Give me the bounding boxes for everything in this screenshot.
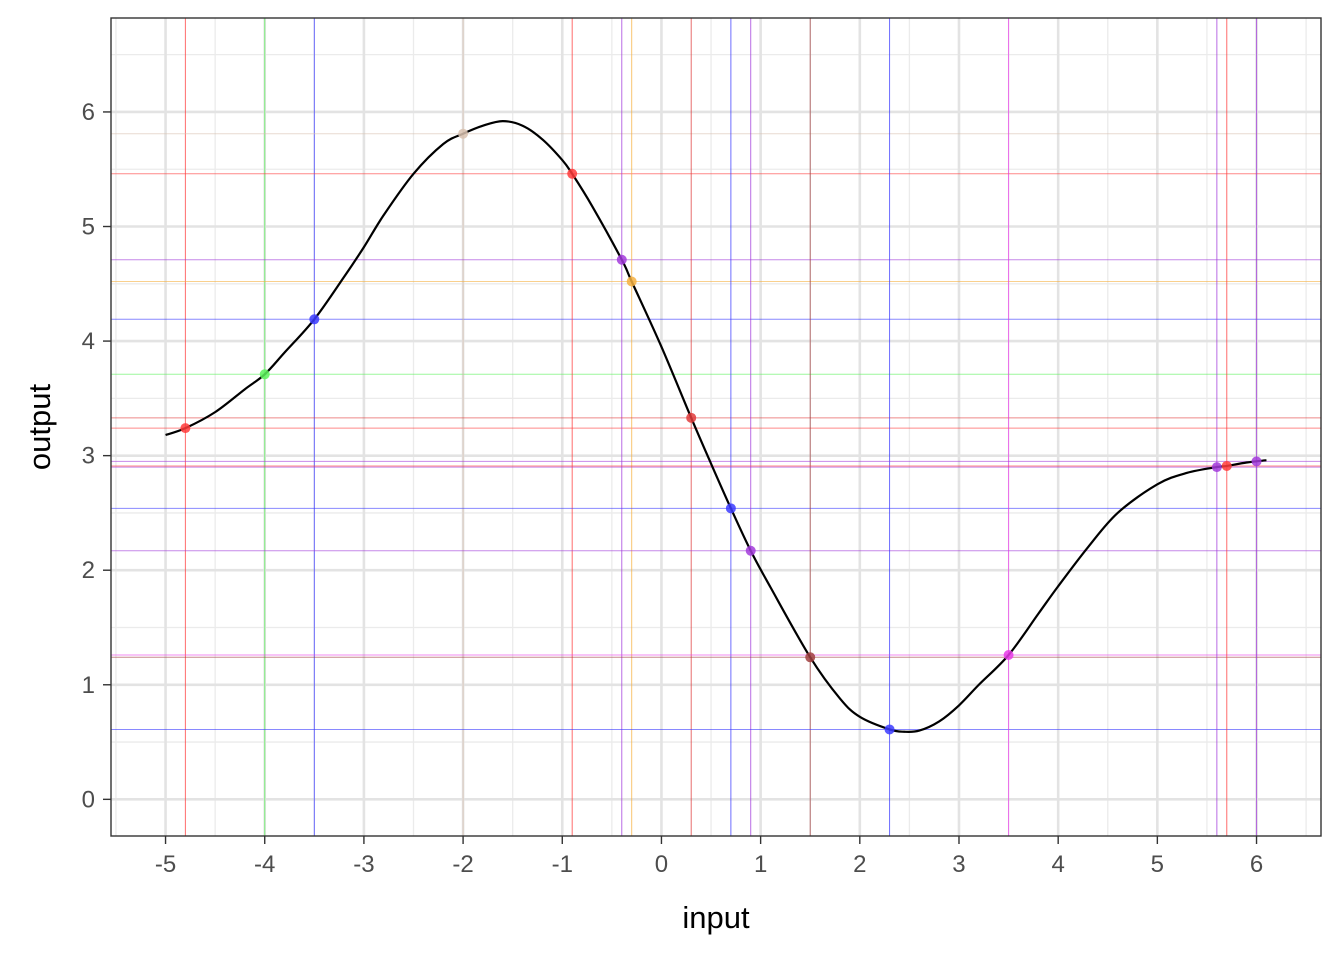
y-tick-label: 1	[82, 672, 95, 699]
x-tick-label: 1	[754, 851, 767, 878]
data-point	[884, 724, 895, 735]
y-tick-label: 4	[82, 328, 95, 355]
data-point	[686, 412, 697, 423]
x-tick-label: 2	[853, 851, 866, 878]
data-point	[1221, 460, 1232, 471]
x-tick-label: 6	[1250, 851, 1263, 878]
data-point	[626, 276, 637, 287]
data-point	[616, 254, 627, 265]
x-tick-label: -3	[353, 851, 374, 878]
fitted-curve	[165, 120, 1267, 734]
y-tick-label: 2	[82, 557, 95, 584]
y-axis-title: output	[22, 384, 57, 471]
x-tick-label: 0	[655, 851, 668, 878]
data-point	[1251, 456, 1262, 467]
y-tick-label: 6	[82, 99, 95, 126]
y-tick-label: 5	[82, 214, 95, 241]
data-point	[1003, 649, 1014, 660]
y-tick-label: 0	[82, 786, 95, 813]
data-point	[180, 423, 191, 434]
x-axis-ticks: -5 -4 -3 -2 -1 0 1 2 3 4 5 6	[155, 836, 1263, 878]
y-tick-label: 3	[82, 443, 95, 470]
data-points	[180, 128, 1262, 735]
minor-gridlines	[111, 18, 1321, 836]
x-tick-label: -5	[155, 851, 176, 878]
data-point	[309, 314, 320, 325]
x-tick-label: 5	[1151, 851, 1164, 878]
panel-border	[110, 17, 1322, 837]
x-tick-label: 3	[952, 851, 965, 878]
data-point	[458, 128, 469, 139]
y-axis-ticks: 0 1 2 3 4 5 6	[82, 99, 111, 813]
data-point	[805, 652, 816, 663]
x-tick-label: -2	[452, 851, 473, 878]
x-tick-label: 4	[1051, 851, 1064, 878]
data-point	[745, 545, 756, 556]
point-reference-lines	[111, 18, 1321, 836]
data-point	[1211, 462, 1222, 473]
x-axis-title: input	[682, 900, 750, 935]
data-point	[725, 503, 736, 514]
x-tick-label: -1	[552, 851, 573, 878]
x-tick-label: -4	[254, 851, 275, 878]
data-point	[259, 369, 270, 380]
data-point	[567, 168, 578, 179]
